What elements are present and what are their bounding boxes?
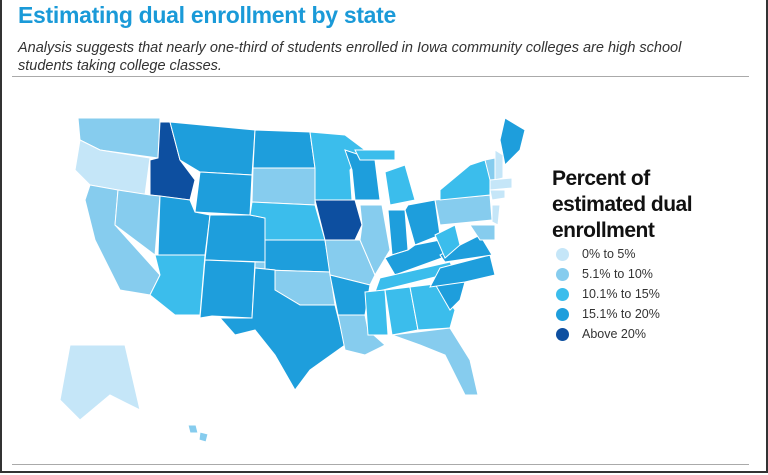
state-nh [494, 149, 504, 181]
state-md [469, 224, 496, 241]
state-mi [354, 149, 416, 206]
state-me [499, 117, 526, 167]
state-nc [429, 254, 496, 288]
legend-item: 10.1% to 15% [556, 284, 660, 304]
legend-label: 0% to 5% [582, 247, 636, 261]
divider [12, 76, 749, 77]
state-mn [309, 131, 366, 201]
state-nm [199, 259, 256, 319]
state-va [439, 234, 493, 263]
divider-bottom [12, 464, 749, 465]
legend-item: 15.1% to 20% [556, 304, 660, 324]
legend-swatch-icon [556, 267, 569, 281]
state-in [387, 209, 409, 256]
state-ms [364, 289, 389, 336]
legend-title: Percent of estimated dual enrollment [552, 167, 693, 242]
legend-swatch-icon [556, 307, 569, 321]
page-title: Estimating dual enrollment by state [18, 2, 397, 28]
page-subtitle: Analysis suggests that nearly one-third … [18, 40, 682, 74]
state-sd [251, 167, 316, 206]
state-ky [384, 239, 451, 276]
legend-label: 15.1% to 20% [582, 307, 660, 321]
state-la [337, 314, 386, 356]
state-ks [264, 239, 331, 273]
legend-item: 0% to 5% [556, 244, 660, 264]
state-tx [218, 267, 346, 391]
legend-swatch-icon [556, 287, 569, 301]
state-ak [59, 344, 141, 421]
legend: 0% to 5% 5.1% to 10% 10.1% to 15% 15.1% to … [556, 244, 660, 344]
state-az [149, 254, 206, 316]
state-ia [314, 199, 363, 241]
legend-label: 10.1% to 15% [582, 287, 660, 301]
state-co [204, 214, 266, 263]
legend-swatch-icon [556, 247, 569, 261]
state-fl [391, 327, 479, 396]
state-ny [439, 159, 491, 201]
legend-swatch-icon [556, 327, 569, 341]
state-nv [114, 189, 161, 256]
legend-item: Above 20% [556, 324, 660, 344]
legend-label: 5.1% to 10% [582, 267, 653, 281]
state-nd [252, 129, 316, 169]
state-nj [491, 204, 501, 226]
state-ma [489, 177, 513, 191]
state-wv [434, 224, 461, 259]
state-wy [194, 171, 253, 216]
state-wa [77, 117, 161, 159]
legend-item: 5.1% to 10% [556, 264, 660, 284]
state-ct [489, 189, 506, 201]
state-oh [404, 199, 441, 246]
legend-label: Above 20% [582, 327, 646, 341]
state-hi [187, 424, 209, 443]
state-il [359, 204, 391, 277]
